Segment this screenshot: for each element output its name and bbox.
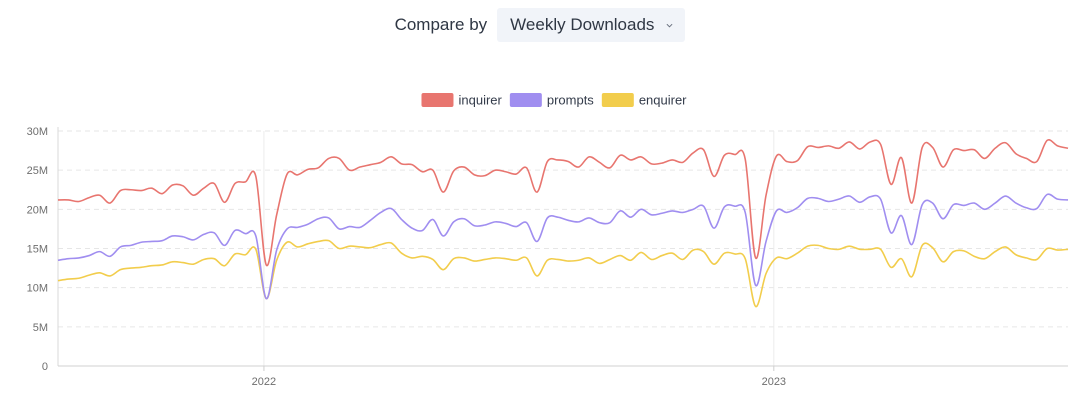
x-tick-label: 2023: [762, 376, 786, 388]
x-tick-label: 2022: [252, 376, 276, 388]
compare-by-select-value: Weekly Downloads: [510, 15, 655, 34]
compare-by-label: Compare by: [394, 15, 488, 34]
compare-controls: Compare by Weekly Downloads: [0, 7, 1080, 43]
y-tick-label: 15M: [27, 244, 48, 256]
series-line-prompts[interactable]: [57, 193, 1069, 300]
y-tick-label: 25M: [27, 165, 48, 177]
legend-swatch: [421, 93, 454, 107]
legend: inquirer prompts enquirer: [421, 93, 687, 108]
y-tick-label: 30M: [27, 126, 48, 138]
series-lines: [57, 139, 1069, 308]
legend-swatch: [509, 93, 542, 107]
legend-label: inquirer: [458, 93, 502, 108]
y-tick-label: 20M: [27, 204, 48, 216]
y-tick-label: 10M: [27, 283, 48, 295]
legend-item-prompts[interactable]: prompts: [509, 93, 594, 108]
legend-swatch: [601, 93, 634, 107]
y-tick-label: 0: [42, 361, 48, 373]
series-line-enquirer[interactable]: [57, 239, 1069, 308]
legend-item-inquirer[interactable]: inquirer: [421, 93, 503, 108]
gridlines: [58, 130, 1068, 366]
series-line-inquirer[interactable]: [57, 139, 1069, 267]
axes: 0 5M 10M 15M 20M 25M 30M 2022 2023: [27, 126, 1068, 388]
compare-by-select[interactable]: Weekly Downloads: [497, 8, 686, 42]
y-tick-label: 5M: [33, 322, 48, 334]
chevron-down-icon: [666, 23, 673, 28]
legend-label: enquirer: [639, 93, 687, 108]
legend-item-enquirer[interactable]: enquirer: [601, 93, 687, 108]
legend-label: prompts: [547, 93, 594, 108]
